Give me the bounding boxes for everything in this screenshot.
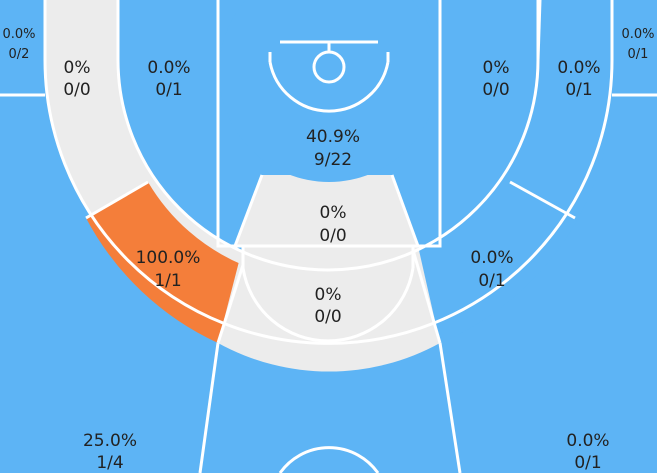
zone-restricted-pct: 40.9%: [306, 127, 360, 147]
zone-three-left-frac: 1/4: [96, 453, 123, 473]
zone-wing-outer-left-pct: 0%: [64, 58, 91, 78]
zone-three-right-pct: 0.0%: [566, 431, 609, 451]
zone-wing-inner-right-frac: 0/0: [482, 80, 509, 100]
zone-paint-top-pct: 0%: [320, 203, 347, 223]
zone-wing-inner-left-pct: 0.0%: [147, 58, 190, 78]
zone-corner-right-frac: 0/1: [628, 47, 649, 62]
restricted-area-zone[interactable]: [219, 0, 439, 182]
zone-mid-left-pct: 100.0%: [136, 248, 201, 268]
zone-corner-right-pct: 0.0%: [621, 27, 654, 42]
paint-top-zone[interactable]: [235, 175, 418, 246]
midrange-left-hot-wedge[interactable]: [86, 182, 243, 343]
zone-three-right-frac: 0/1: [574, 453, 601, 473]
zone-wing-outer-right-pct: 0.0%: [557, 58, 600, 78]
zone-mid-right-pct: 0.0%: [470, 248, 513, 268]
zone-wing-outer-right-frac: 0/1: [565, 80, 592, 100]
zone-top-key-frac: 0/0: [314, 307, 341, 327]
zone-mid-right-frac: 0/1: [478, 271, 505, 291]
zone-mid-left-frac: 1/1: [154, 271, 181, 291]
zone-restricted-frac: 9/22: [314, 150, 352, 170]
zone-labels: 0.0% 0/2 0.0% 0/1 0% 0/0 0.0% 0/1 40.9% …: [2, 27, 654, 473]
zone-corner-left-frac: 0/2: [9, 47, 30, 62]
midrange-right-wedge[interactable]: [413, 0, 613, 343]
zone-wing-inner-left-frac: 0/1: [155, 80, 182, 100]
zone-wing-inner-right-pct: 0%: [483, 58, 510, 78]
zone-paint-top-frac: 0/0: [319, 226, 346, 246]
top-key-zone[interactable]: [218, 246, 440, 372]
zone-wing-outer-left-frac: 0/0: [63, 80, 90, 100]
zone-corner-left-pct: 0.0%: [2, 27, 35, 42]
zone-top-key-pct: 0%: [315, 285, 342, 305]
zone-three-left-pct: 25.0%: [83, 431, 137, 451]
